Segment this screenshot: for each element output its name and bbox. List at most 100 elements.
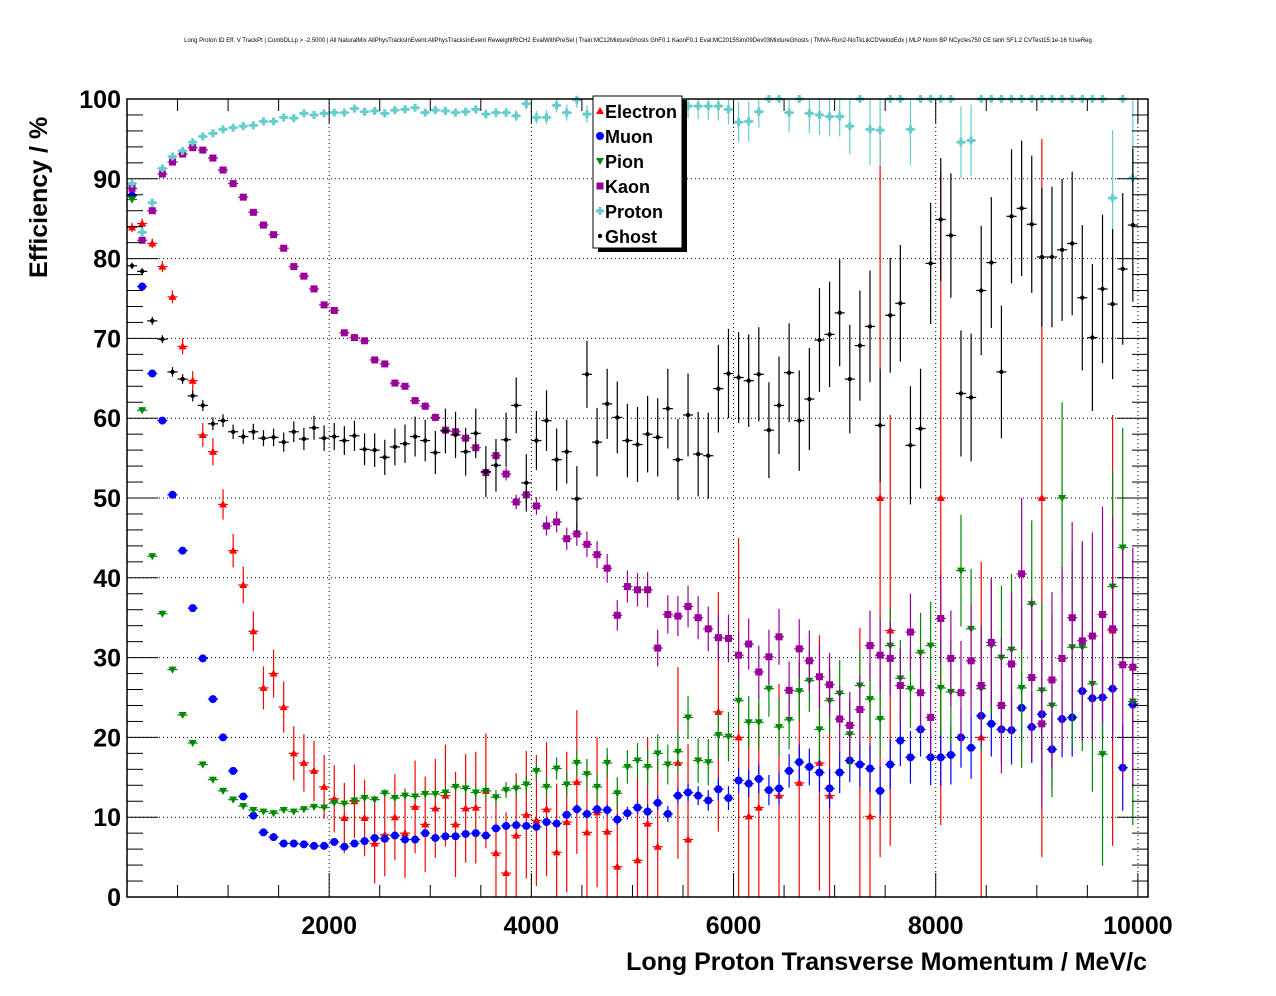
data-point-kaon xyxy=(189,144,197,152)
data-point-proton xyxy=(168,152,177,161)
data-point-electron xyxy=(936,494,945,501)
data-point-muon xyxy=(946,750,955,759)
data-point-kaon xyxy=(371,356,379,364)
data-point-ghost xyxy=(857,343,863,348)
data-point-ghost xyxy=(220,418,226,423)
data-point-kaon xyxy=(694,614,702,622)
data-point-electron xyxy=(138,219,147,227)
data-point-kaon xyxy=(765,653,773,661)
data-point-muon xyxy=(785,766,794,775)
data-point-muon xyxy=(684,788,693,797)
data-point-ghost xyxy=(979,288,984,293)
data-point-proton xyxy=(421,108,430,117)
data-point-electron xyxy=(188,376,197,384)
data-point-ghost xyxy=(453,432,458,438)
grid xyxy=(127,99,1148,897)
data-point-ghost xyxy=(645,431,650,437)
data-point-ghost xyxy=(1090,335,1095,340)
data-point-proton xyxy=(158,164,167,173)
data-point-pion xyxy=(431,791,440,799)
data-point-pion xyxy=(916,649,925,657)
data-point-ghost xyxy=(958,391,964,396)
data-point-pion xyxy=(764,685,773,693)
legend-label-muon: Muon xyxy=(605,127,653,147)
data-point-proton xyxy=(805,109,814,118)
data-point-pion xyxy=(613,790,622,798)
y-tick-label: 0 xyxy=(107,884,121,912)
data-point-electron xyxy=(198,430,207,438)
data-point-kaon xyxy=(563,535,571,543)
data-point-pion xyxy=(906,685,915,693)
data-point-electron xyxy=(299,758,308,766)
data-point-kaon xyxy=(1028,674,1036,682)
data-point-kaon xyxy=(1038,720,1046,728)
data-point-muon xyxy=(229,766,238,775)
data-point-pion xyxy=(411,793,420,801)
data-point-proton xyxy=(694,102,703,111)
data-point-ghost xyxy=(150,318,155,324)
data-point-electron xyxy=(522,810,531,818)
data-point-pion xyxy=(633,757,642,765)
data-point-pion xyxy=(522,781,531,789)
data-point-muon xyxy=(289,839,298,848)
data-point-muon xyxy=(400,835,409,844)
data-point-muon xyxy=(370,833,379,842)
data-point-kaon xyxy=(1058,654,1066,662)
data-point-ghost xyxy=(281,439,286,445)
data-point-kaon xyxy=(654,644,662,652)
data-point-pion xyxy=(370,796,379,804)
data-point-ghost xyxy=(301,436,307,442)
data-point-muon xyxy=(876,786,885,795)
data-point-ghost xyxy=(948,233,954,238)
data-point-electron xyxy=(178,342,187,350)
data-point-kaon xyxy=(199,146,207,154)
data-point-electron xyxy=(451,820,460,828)
data-point-ghost xyxy=(716,386,721,391)
data-point-kaon xyxy=(573,530,581,538)
data-point-kaon xyxy=(1018,570,1026,578)
data-point-ghost xyxy=(746,378,751,383)
data-point-kaon xyxy=(128,184,136,192)
data-point-ghost xyxy=(625,438,630,443)
data-point-proton xyxy=(279,113,288,122)
data-point-muon xyxy=(299,840,308,849)
data-point-ghost xyxy=(251,429,256,434)
data-point-muon xyxy=(896,736,905,745)
data-point-proton xyxy=(522,99,531,108)
data-point-ghost xyxy=(554,457,559,462)
data-point-kaon xyxy=(350,334,358,342)
data-point-ghost xyxy=(827,332,832,337)
data-point-electron xyxy=(269,669,278,677)
data-point-electron xyxy=(795,778,804,786)
data-point-pion xyxy=(239,803,248,811)
data-point-muon xyxy=(138,282,147,291)
data-point-muon xyxy=(623,809,632,818)
data-point-muon xyxy=(239,792,248,801)
y-tick-label: 10 xyxy=(93,804,121,832)
data-point-ghost xyxy=(1059,247,1065,253)
data-point-ghost xyxy=(1009,214,1014,219)
data-point-kaon xyxy=(674,612,682,620)
data-point-ghost xyxy=(1080,295,1085,300)
data-point-ghost xyxy=(898,301,903,306)
data-point-ghost xyxy=(524,480,529,486)
legend-marker-muon xyxy=(596,132,604,140)
data-point-muon xyxy=(360,837,369,846)
data-point-ghost xyxy=(726,371,731,376)
data-point-proton xyxy=(320,109,329,118)
data-point-proton xyxy=(289,114,298,123)
data-point-electron xyxy=(360,813,369,821)
data-point-proton xyxy=(512,111,521,120)
data-point-kaon xyxy=(330,306,338,314)
data-point-kaon xyxy=(431,413,439,421)
data-point-ghost xyxy=(210,421,216,426)
data-point-kaon xyxy=(340,329,348,337)
data-point-pion xyxy=(138,407,147,415)
data-point-pion xyxy=(593,783,602,791)
data-point-muon xyxy=(663,810,672,819)
data-point-ghost xyxy=(888,313,893,318)
data-point-pion xyxy=(1017,684,1026,692)
data-point-kaon xyxy=(1109,625,1117,633)
data-point-muon xyxy=(269,833,278,842)
data-point-muon xyxy=(502,821,511,830)
